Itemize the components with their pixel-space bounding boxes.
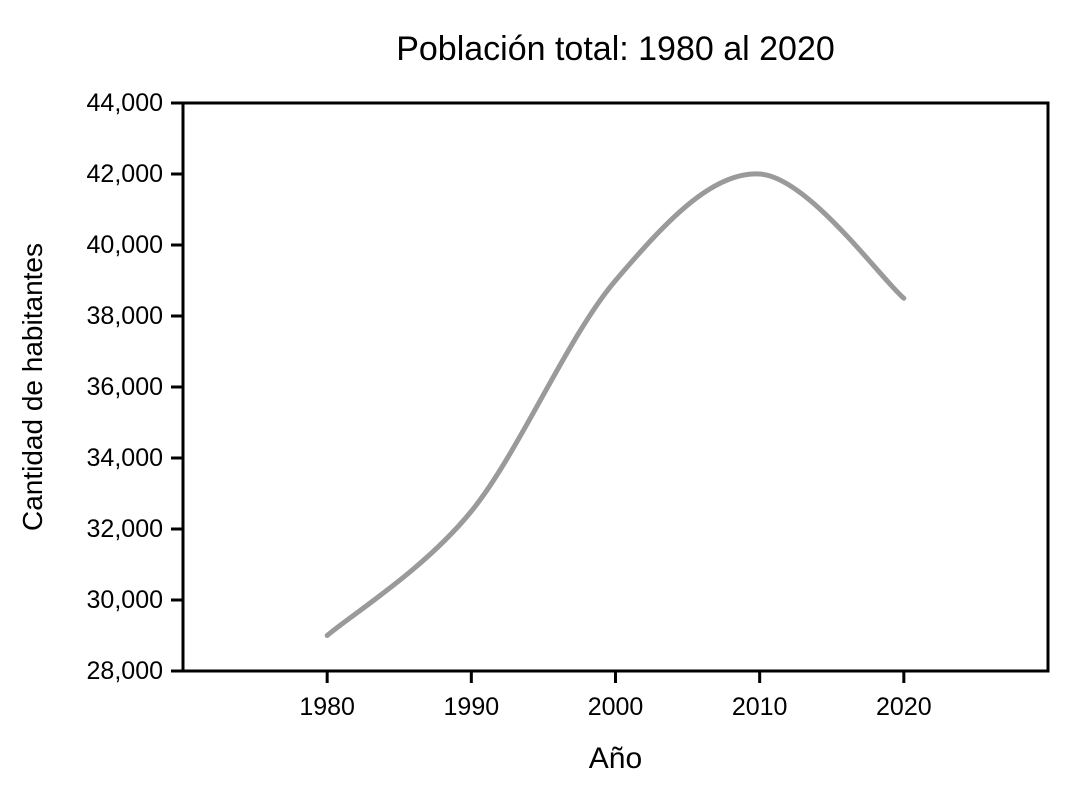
y-tick-label: 36,000 [87, 373, 163, 401]
y-tick-label: 38,000 [87, 302, 163, 330]
x-axis-label: Año [588, 742, 643, 775]
y-tick-label: 30,000 [87, 586, 163, 614]
y-tick-label: 44,000 [87, 89, 163, 117]
y-tick-label: 42,000 [87, 160, 163, 188]
y-tick-label: 40,000 [87, 231, 163, 259]
x-tick-label: 2010 [732, 693, 788, 721]
x-tick-label: 1980 [299, 693, 355, 721]
x-tick-label: 1990 [444, 693, 500, 721]
x-tick-label: 2020 [876, 693, 932, 721]
plot-frame [181, 101, 1050, 673]
y-tick-label: 34,000 [87, 444, 163, 472]
chart-title: Población total: 1980 al 2020 [396, 30, 835, 68]
population-line-series [324, 171, 907, 638]
y-tick-label: 28,000 [87, 657, 163, 685]
y-tick-label: 32,000 [87, 515, 163, 543]
x-tick-label: 2000 [588, 693, 644, 721]
